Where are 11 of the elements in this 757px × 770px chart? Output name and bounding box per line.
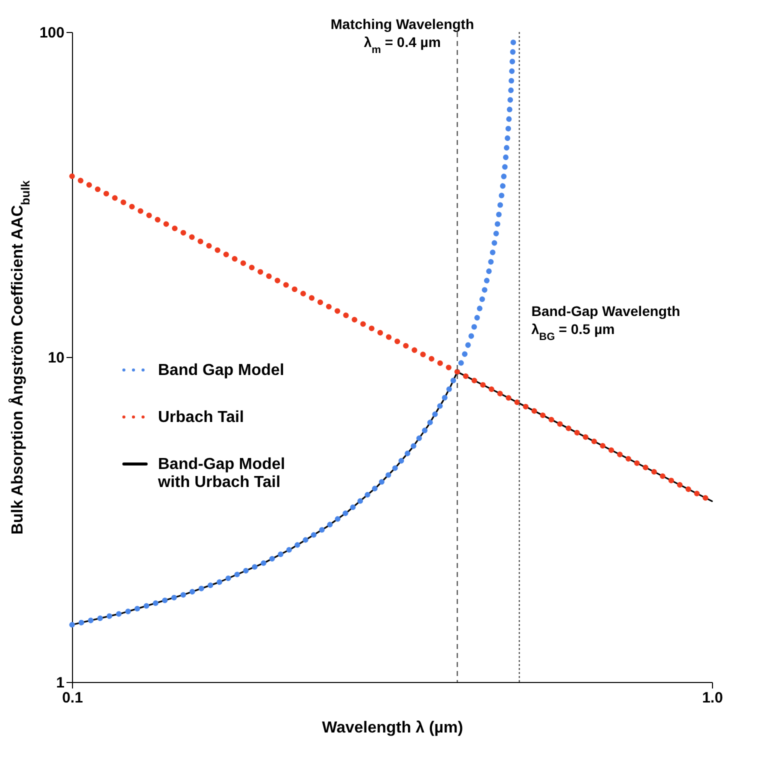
y-tick-label: 100: [39, 24, 64, 42]
legend-label: Band-Gap Model with Urbach Tail: [157, 456, 286, 491]
y-tick-label: 1: [56, 674, 64, 692]
legend-label: Urbach Tail: [158, 409, 244, 426]
legend-label: Band Gap Model: [158, 362, 284, 379]
ref-line-label: Matching Wavelength λ$_{m}$ = 0.4 µm: [330, 16, 474, 56]
x-tick-label: 1.0: [702, 690, 723, 706]
x-tick-label: 0.1: [62, 690, 83, 706]
ref-line-label: Band-Gap Wavelength λ$_{BG}$ = 0.5 µm: [531, 303, 680, 343]
y-tick-label: 10: [48, 350, 64, 366]
x-axis-title: Wavelength λ (µm): [322, 720, 464, 736]
